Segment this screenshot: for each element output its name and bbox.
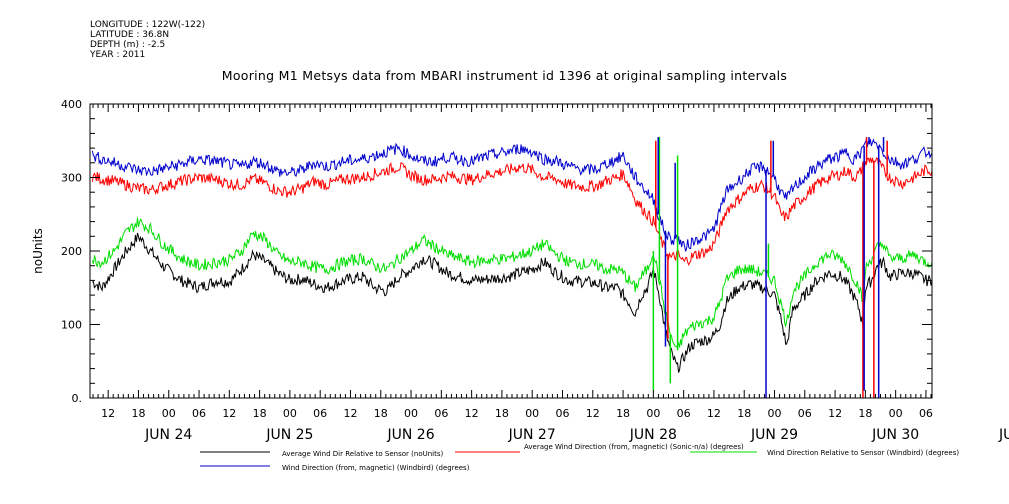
x-date-label: JUN 30 bbox=[871, 427, 919, 443]
x-hour-label: 06 bbox=[192, 407, 206, 420]
x-date-label: JUN 28 bbox=[629, 427, 677, 443]
x-hour-label: 06 bbox=[555, 407, 569, 420]
x-date-label: JUL 1 bbox=[998, 427, 1009, 443]
x-date-label: JUN 25 bbox=[265, 427, 313, 443]
metadata-block: LONGITUDE : 122W(-122) LATITUDE : 36.8N … bbox=[90, 20, 205, 60]
x-hour-label: 00 bbox=[404, 407, 418, 420]
meta-longitude: LONGITUDE : 122W(-122) bbox=[90, 20, 206, 30]
x-hour-label: 00 bbox=[525, 407, 539, 420]
x-hour-label: 18 bbox=[374, 407, 388, 420]
x-date-label: JUN 27 bbox=[508, 427, 556, 443]
x-hour-label: 12 bbox=[707, 407, 721, 420]
x-date-label: JUN 26 bbox=[386, 427, 434, 443]
y-tick-label: 300 bbox=[61, 172, 82, 185]
x-hour-label: 00 bbox=[889, 407, 903, 420]
y-tick-label: 0. bbox=[72, 392, 83, 405]
x-hour-label: 12 bbox=[586, 407, 600, 420]
x-hour-label: 12 bbox=[343, 407, 357, 420]
legend-label: Wind Direction (from, magnetic) (Windbir… bbox=[282, 464, 470, 472]
x-hour-label: 18 bbox=[858, 407, 872, 420]
meta-depth: DEPTH (m) : -2.5 bbox=[90, 40, 166, 50]
x-hour-label: 12 bbox=[828, 407, 842, 420]
x-hour-label: 06 bbox=[919, 407, 933, 420]
y-tick-label: 200 bbox=[61, 245, 82, 258]
series-line-2 bbox=[91, 217, 933, 348]
x-hour-label: 06 bbox=[677, 407, 691, 420]
x-hour-label: 12 bbox=[222, 407, 236, 420]
x-hour-label: 06 bbox=[798, 407, 812, 420]
series-line-0 bbox=[92, 232, 933, 373]
x-hour-label: 00 bbox=[283, 407, 297, 420]
x-date-label: JUN 24 bbox=[144, 427, 192, 443]
x-hour-label: 18 bbox=[616, 407, 630, 420]
x-hour-label: 00 bbox=[768, 407, 782, 420]
series-line-3 bbox=[91, 138, 933, 252]
x-hour-label: 18 bbox=[495, 407, 509, 420]
legend-label: Average Wind Dir Relative to Sensor (noU… bbox=[282, 450, 443, 458]
legend-label: Average Wind Direction (from, magnetic) … bbox=[524, 443, 744, 451]
x-hour-label: 12 bbox=[465, 407, 479, 420]
x-hour-label: 06 bbox=[434, 407, 448, 420]
x-hour-label: 00 bbox=[646, 407, 660, 420]
meta-year: YEAR : 2011 bbox=[90, 50, 146, 60]
series-line-1 bbox=[91, 157, 933, 267]
plot-frame bbox=[89, 103, 933, 399]
x-hour-label: 18 bbox=[131, 407, 145, 420]
y-axis-label: noUnits bbox=[31, 228, 45, 274]
legend-label: Wind Direction Relative to Sensor (Windb… bbox=[767, 449, 959, 457]
x-hour-label: 12 bbox=[101, 407, 115, 420]
y-tick-label: 400 bbox=[61, 98, 82, 111]
chart-title: Mooring M1 Metsys data from MBARI instru… bbox=[221, 68, 788, 83]
x-date-label: JUN 29 bbox=[750, 427, 798, 443]
x-hour-label: 18 bbox=[737, 407, 751, 420]
x-hour-label: 06 bbox=[313, 407, 327, 420]
x-hour-label: 18 bbox=[253, 407, 267, 420]
meta-latitude: LATITUDE : 36.8N bbox=[90, 30, 170, 40]
y-tick-label: 100 bbox=[61, 319, 82, 332]
x-hour-label: 00 bbox=[162, 407, 176, 420]
